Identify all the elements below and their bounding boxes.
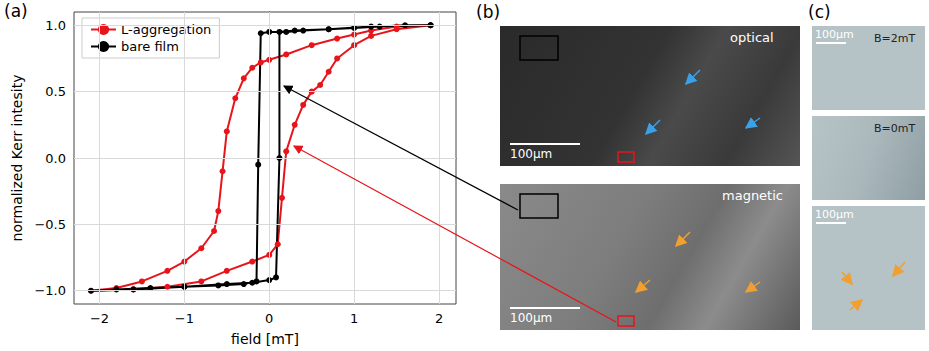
svg-text:2: 2 <box>435 311 443 326</box>
html-text:(b): (b) <box>476 2 501 22</box>
svg-text:field [mT]: field [mT] <box>231 331 299 347</box>
html-text:magnetic: magnetic <box>722 188 783 203</box>
svg-text:1: 1 <box>350 311 358 326</box>
html-text:100μm: 100μm <box>815 208 854 221</box>
html-text:100μm: 100μm <box>815 28 854 41</box>
svg-text:bare film: bare film <box>121 39 179 54</box>
svg-text:−2: −2 <box>90 311 109 326</box>
svg-text:L-aggregation: L-aggregation <box>121 22 211 37</box>
html-text:B=2mT: B=2mT <box>874 32 916 45</box>
html-text:(c): (c) <box>808 2 831 22</box>
svg-text:−1.0: −1.0 <box>34 283 66 298</box>
svg-text:−0.5: −0.5 <box>34 217 66 232</box>
html-text:B=0mT: B=0mT <box>874 122 916 135</box>
svg-text:0.0: 0.0 <box>45 151 66 166</box>
html-text:optical: optical <box>730 30 774 45</box>
svg-text:(a): (a) <box>4 1 28 21</box>
svg-text:0: 0 <box>265 311 273 326</box>
svg-text:0.5: 0.5 <box>45 84 66 99</box>
html-text:100μm: 100μm <box>510 311 553 325</box>
svg-text:normalized Kerr intesity: normalized Kerr intesity <box>9 75 25 242</box>
html-text:100μm: 100μm <box>510 147 553 161</box>
svg-text:−1: −1 <box>175 311 194 326</box>
svg-text:1.0: 1.0 <box>45 18 66 33</box>
